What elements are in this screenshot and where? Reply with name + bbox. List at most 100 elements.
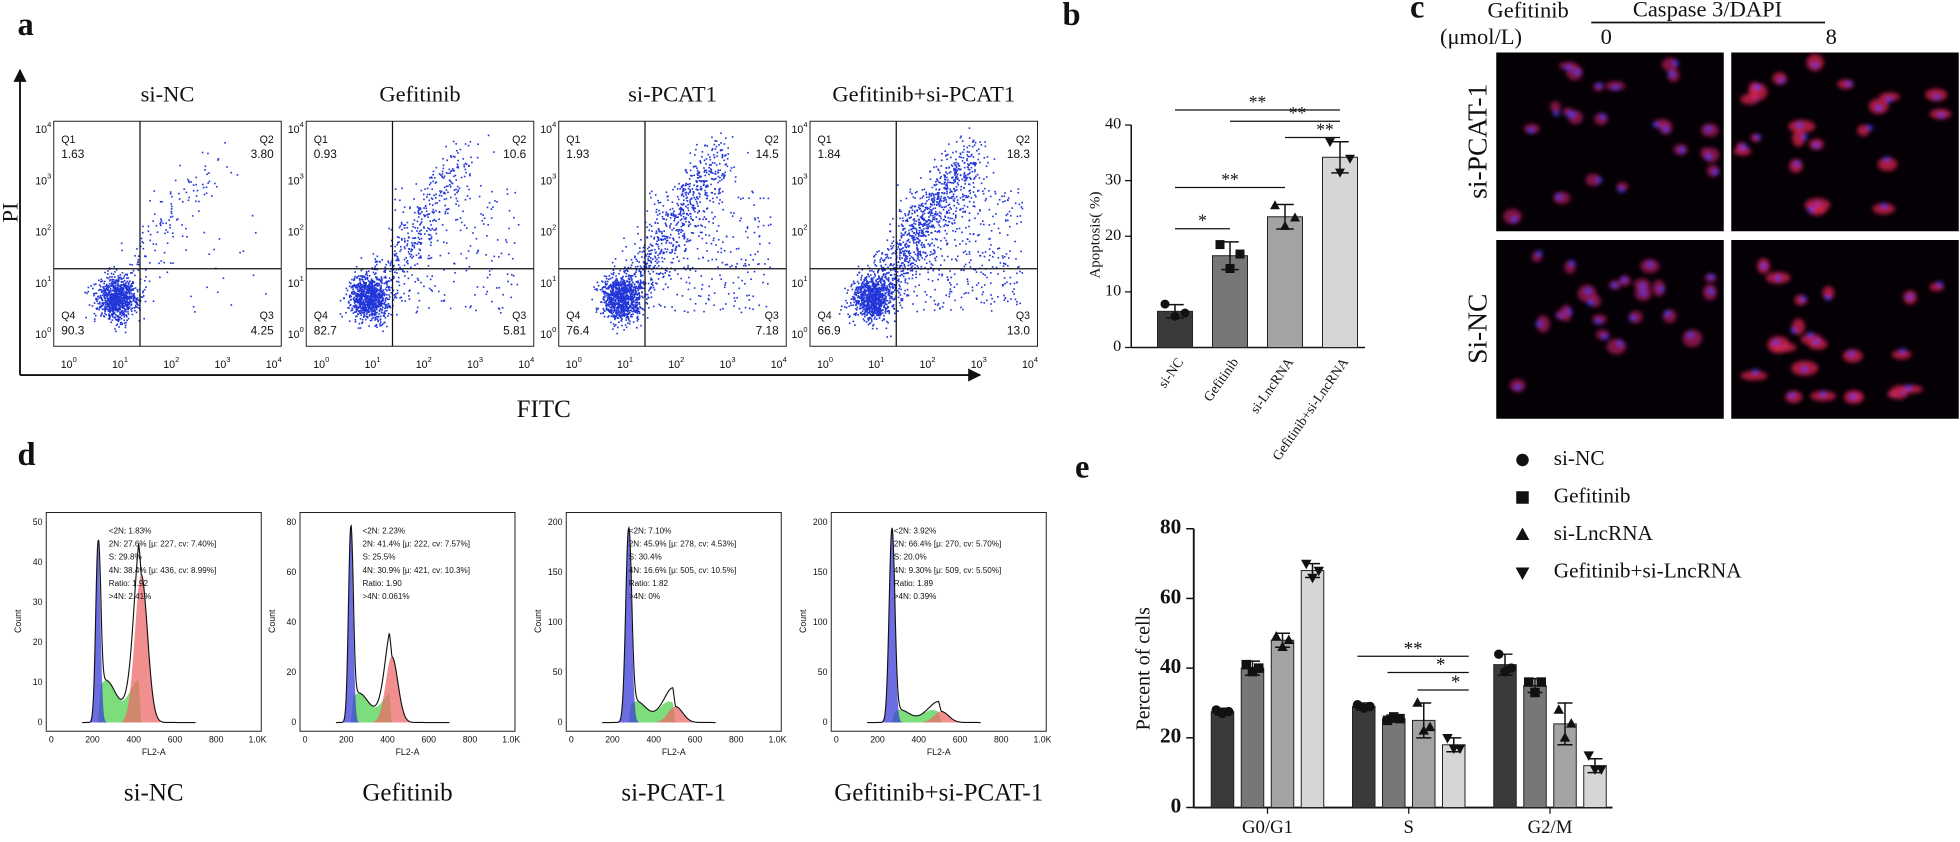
event-dot [675, 224, 677, 226]
event-dot [401, 229, 403, 231]
event-dot [237, 174, 239, 176]
event-dot [661, 231, 663, 233]
event-dot [469, 173, 471, 175]
event-dot [92, 288, 94, 290]
event-dot [612, 316, 614, 318]
event-dot [611, 315, 613, 317]
event-dot [361, 277, 363, 279]
event-dot [735, 181, 737, 183]
event-dot [511, 274, 513, 276]
event-dot [612, 288, 614, 290]
event-dot [399, 199, 401, 201]
event-dot [682, 223, 684, 225]
event-dot [356, 310, 358, 312]
event-dot [348, 301, 350, 303]
tick-exponent: 0 [73, 355, 77, 364]
event-dot [672, 245, 674, 247]
event-dot [703, 180, 705, 182]
event-dot [671, 242, 673, 244]
event-dot [359, 286, 361, 288]
event-dot [480, 185, 482, 187]
event-dot [717, 182, 719, 184]
event-dot [628, 287, 630, 289]
event-dot [631, 316, 633, 318]
event-dot [596, 309, 598, 311]
event-dot [648, 265, 650, 267]
event-dot [380, 316, 382, 318]
event-dot [371, 278, 373, 280]
event-dot [188, 199, 190, 201]
event-dot [704, 216, 706, 218]
event-dot [132, 300, 134, 302]
event-dot [635, 310, 637, 312]
event-dot [107, 297, 109, 299]
event-dot [447, 213, 449, 215]
event-dot [616, 333, 618, 335]
event-dot [658, 248, 660, 250]
event-dot [93, 284, 95, 286]
event-dot [377, 285, 379, 287]
event-dot [109, 318, 111, 320]
event-dot [625, 292, 627, 294]
event-dot [474, 294, 476, 296]
event-dot [897, 310, 899, 312]
event-dot [386, 294, 388, 296]
event-dot [362, 280, 364, 282]
panel-label: e [1075, 449, 1089, 485]
event-dot [648, 260, 650, 262]
event-dot [848, 305, 850, 307]
event-dot [102, 295, 104, 297]
event-dot [369, 292, 371, 294]
tick-exponent: 0 [325, 355, 329, 364]
event-dot [612, 277, 614, 279]
event-dot [417, 243, 419, 245]
event-dot [371, 290, 373, 292]
event-dot [517, 284, 519, 286]
event-dot [513, 275, 515, 277]
event-dot [734, 297, 736, 299]
event-dot [353, 280, 355, 282]
event-dot [701, 232, 703, 234]
event-dot [421, 211, 423, 213]
event-dot [623, 279, 625, 281]
event-dot [425, 205, 427, 207]
event-dot [399, 267, 401, 269]
event-dot [134, 255, 136, 257]
event-dot [510, 297, 512, 299]
event-dot [153, 300, 155, 302]
event-dot [144, 289, 146, 291]
event-dot [457, 219, 459, 221]
event-dot [124, 284, 126, 286]
event-dot [692, 207, 694, 209]
event-dot [611, 306, 613, 308]
event-dot [441, 195, 443, 197]
event-dot [483, 286, 485, 288]
event-dot [706, 158, 708, 160]
event-dot [423, 286, 425, 288]
event-dot [435, 228, 437, 230]
event-dot [758, 221, 760, 223]
event-dot [446, 172, 448, 174]
event-dot [657, 200, 659, 202]
event-dot [657, 236, 659, 238]
event-dot [684, 244, 686, 246]
event-dot [430, 238, 432, 240]
event-dot [656, 232, 658, 234]
event-dot [380, 318, 382, 320]
event-dot [647, 210, 649, 212]
event-dot [700, 176, 702, 178]
event-dot [673, 258, 675, 260]
tick-exponent: 4 [278, 355, 282, 364]
event-dot [113, 281, 115, 283]
event-dot [646, 265, 648, 267]
event-dot [648, 307, 650, 309]
event-dot [133, 282, 135, 284]
event-dot [361, 287, 363, 289]
event-dot [604, 282, 606, 284]
event-dot [671, 229, 673, 231]
event-dot [482, 214, 484, 216]
event-dot [509, 210, 511, 212]
event-dot [621, 320, 623, 322]
event-dot [705, 218, 707, 220]
event-dot [121, 310, 123, 312]
